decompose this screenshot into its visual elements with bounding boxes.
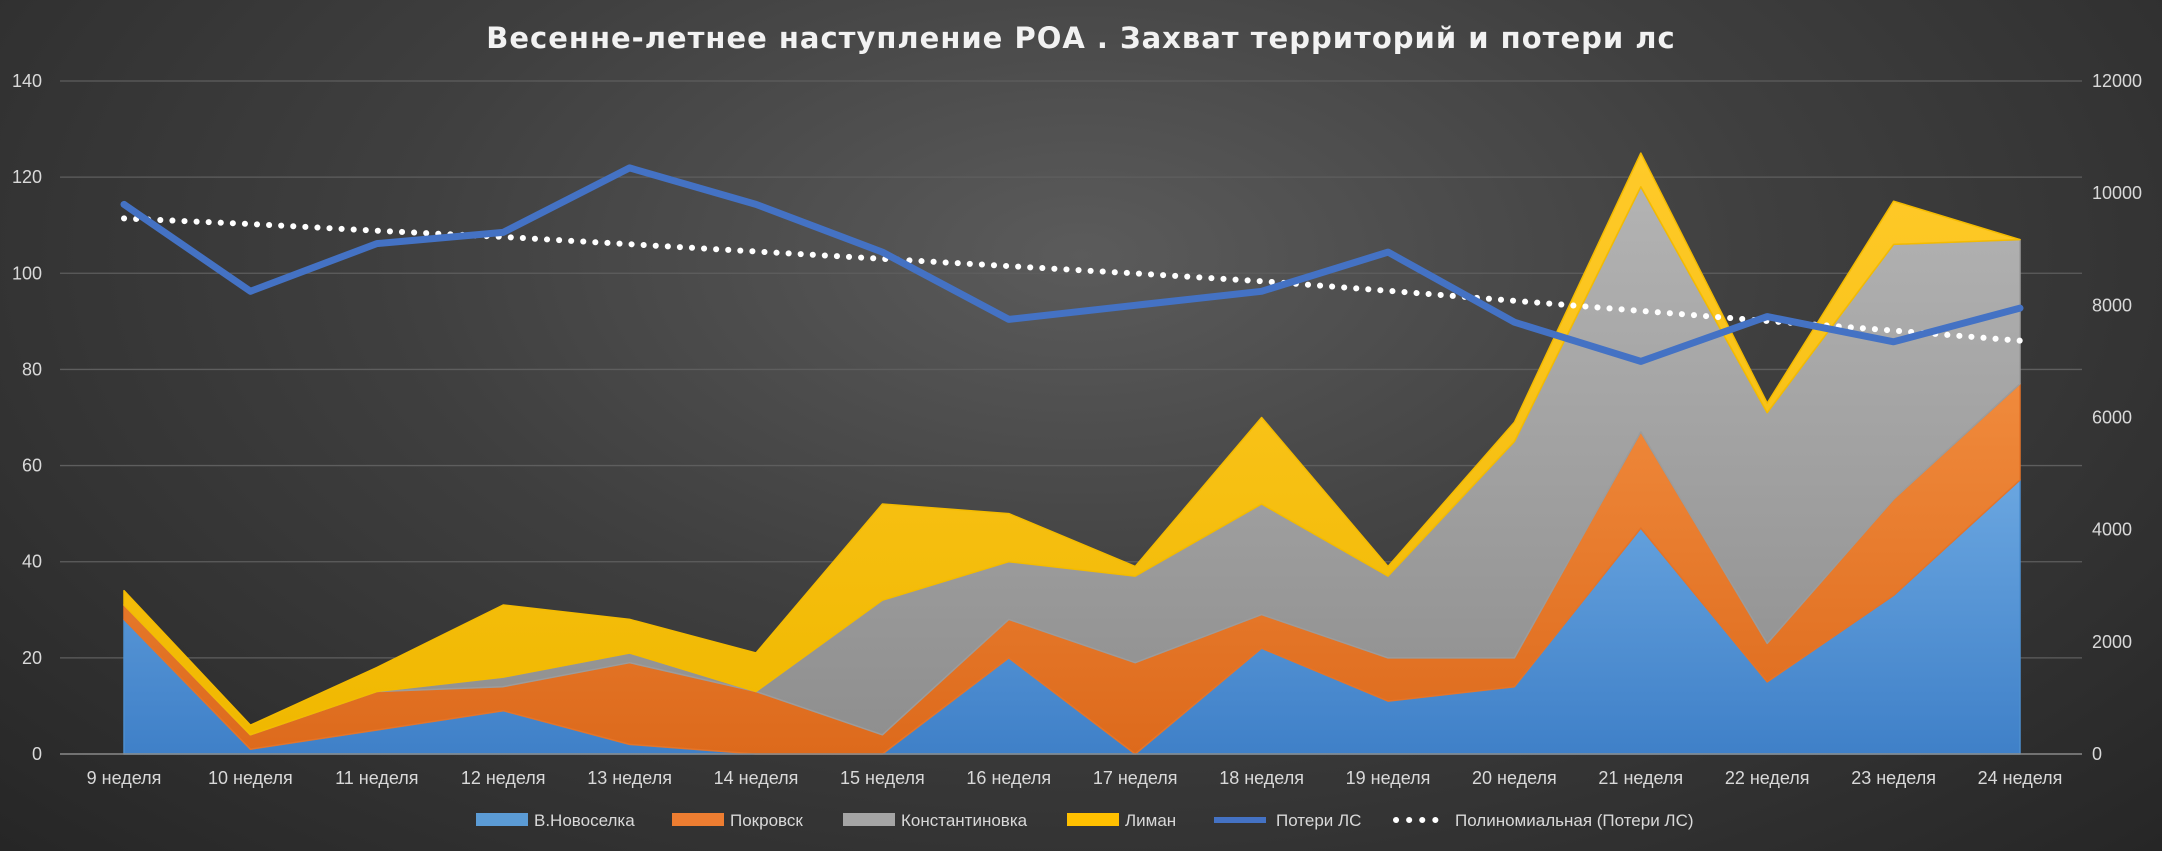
x-tick-label: 11 неделя (335, 768, 418, 788)
area-series-3 (123, 152, 2021, 736)
y-left-tick-label: 80 (22, 359, 42, 379)
y-right-tick-label: 8000 (2092, 295, 2132, 315)
legend-label: Константиновка (901, 811, 1028, 830)
legend: В.Новоселка Покровск Константиновка Лиман По… (476, 811, 1694, 830)
x-tick-label: 18 неделя (1219, 768, 1304, 788)
gridlines (60, 80, 2082, 659)
x-tick-label: 10 неделя (208, 768, 293, 788)
y-right-tick-label: 10000 (2092, 183, 2142, 203)
trendline-polynomial (121, 215, 2023, 344)
x-tick-label: 16 неделя (966, 768, 1051, 788)
x-tick-label: 15 неделя (840, 768, 925, 788)
legend-label: В.Новоселка (534, 811, 635, 830)
x-tick-label: 23 неделя (1851, 768, 1936, 788)
y-left-tick-label: 0 (32, 744, 42, 764)
y-right-tick-label: 4000 (2092, 520, 2132, 540)
x-tick-label: 20 неделя (1472, 768, 1557, 788)
legend-label: Потери ЛС (1276, 811, 1361, 830)
legend-label: Полиномиальная (Потери ЛС) (1455, 811, 1694, 830)
loss-lines (120, 164, 2024, 365)
y-left-tick-label: 20 (22, 648, 42, 668)
legend-swatch (843, 813, 895, 826)
x-tick-label: 9 неделя (87, 768, 162, 788)
y-right-tick-label: 2000 (2092, 632, 2132, 652)
x-tick-label: 13 неделя (587, 768, 672, 788)
x-tick-label: 17 неделя (1093, 768, 1178, 788)
y-left-tick-label: 140 (12, 71, 42, 91)
legend-swatch (1067, 813, 1119, 826)
x-tick-label: 12 неделя (461, 768, 546, 788)
y-left-tick-label: 120 (12, 167, 42, 187)
x-tick-label: 21 неделя (1598, 768, 1683, 788)
y-left-tick-label: 60 (22, 456, 42, 476)
legend-label: Покровск (730, 811, 803, 830)
x-tick-label: 24 неделя (1978, 768, 2063, 788)
y-right-tick-label: 0 (2092, 744, 2102, 764)
chart-title: Весенне-летнее наступление РОА . Захват … (486, 21, 1675, 55)
legend-swatch (672, 813, 724, 826)
x-tick-label: 19 неделя (1346, 768, 1431, 788)
y-left-tick-label: 100 (12, 263, 42, 283)
y-left-tick-label: 40 (22, 552, 42, 572)
axes: 0 20 40 60 80 100 120 140 0 2000 4000 6000 8000 10000… (12, 71, 2142, 788)
line-series-losses (120, 164, 2024, 365)
x-tick-label: 14 неделя (714, 768, 799, 788)
stacked-areas (123, 152, 2021, 755)
legend-swatch (476, 813, 528, 826)
y-right-tick-label: 6000 (2092, 408, 2132, 428)
y-right-tick-label: 12000 (2092, 71, 2142, 91)
legend-label: Лиман (1125, 811, 1176, 830)
x-tick-label: 22 неделя (1725, 768, 1810, 788)
